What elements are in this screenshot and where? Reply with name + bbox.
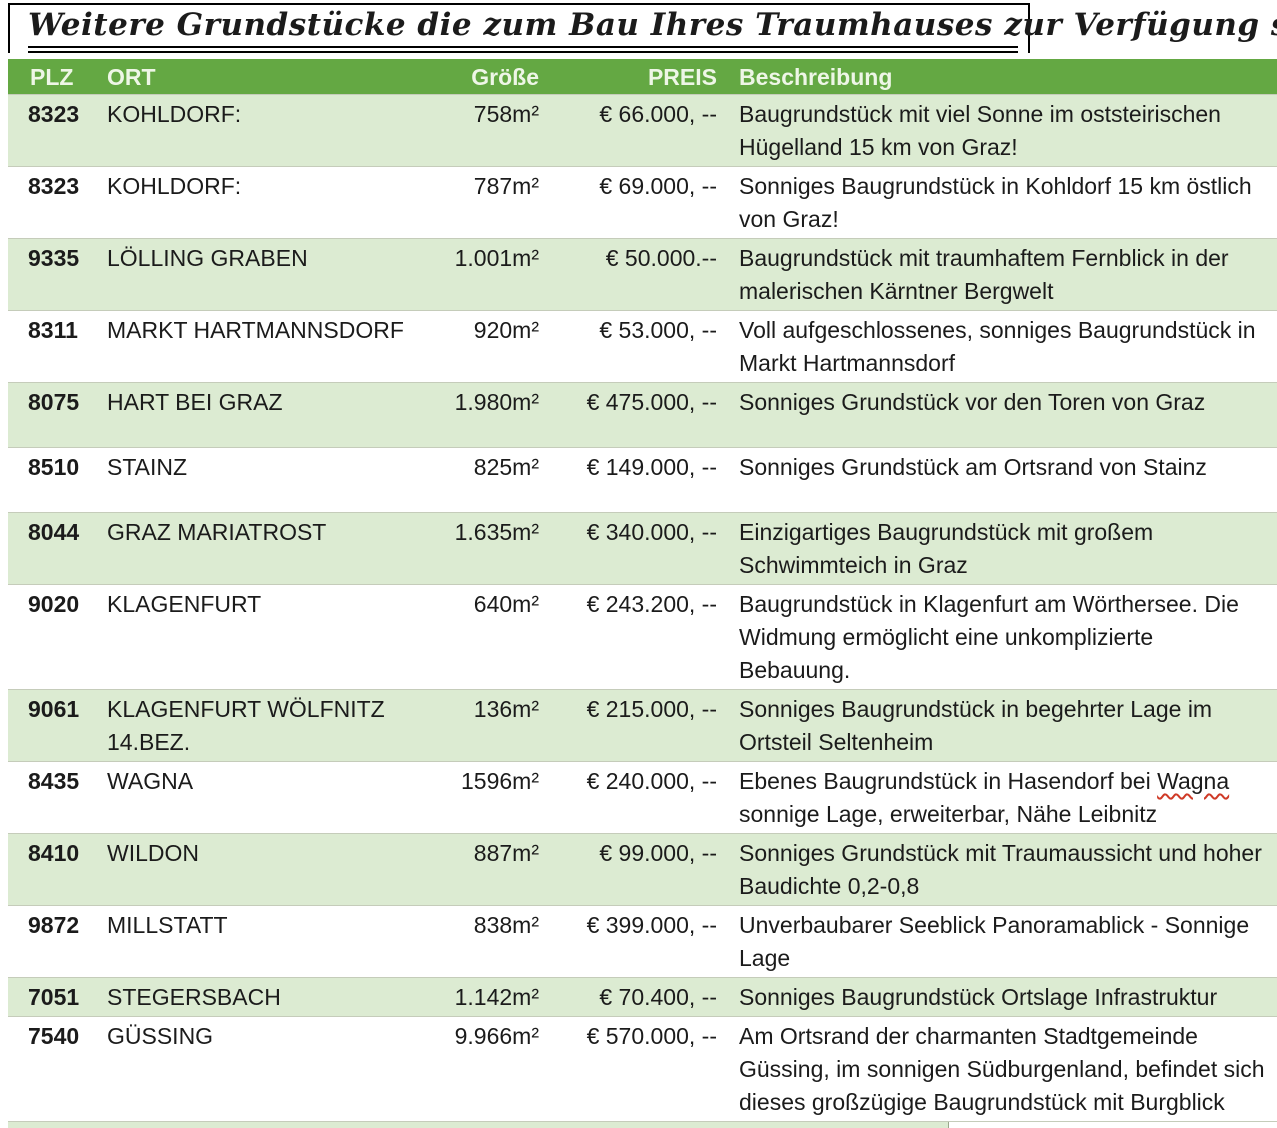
groesse-cell: 758m² bbox=[473, 101, 539, 127]
spellcheck-word: Wagna bbox=[1157, 768, 1230, 794]
plz-cell: 8311 bbox=[28, 317, 78, 343]
ort-cell: KOHLDORF: bbox=[107, 173, 242, 199]
plz-cell: 7540 bbox=[28, 1023, 80, 1049]
ort-cell: MILLSTATT bbox=[107, 912, 228, 938]
column-header-beschreibung: Beschreibung bbox=[739, 63, 893, 90]
groesse-cell: 1596m² bbox=[461, 768, 539, 794]
groesse-cell: 9.966m² bbox=[454, 1023, 539, 1049]
plz-cell: 8510 bbox=[28, 454, 80, 480]
table-row: 8323 KOHLDORF: 787m² € 69.000, -- Sonnig… bbox=[8, 166, 1277, 238]
ort-cell: MARKT HARTMANNSDORF bbox=[107, 317, 404, 343]
plz-cell: 9061 bbox=[28, 696, 80, 722]
preis-cell: € 475.000, -- bbox=[586, 389, 717, 415]
plz-cell: 8410 bbox=[28, 840, 80, 866]
plz-cell: 7051 bbox=[28, 984, 80, 1010]
groesse-cell: 920m² bbox=[473, 317, 539, 343]
ort-cell: LÖLLING GRABEN bbox=[107, 245, 308, 271]
table-row: 8044 GRAZ MARIATROST 1.635m² € 340.000, … bbox=[8, 512, 1277, 584]
column-header-groesse: Größe bbox=[471, 63, 539, 90]
ort-cell: STEGERSBACH bbox=[107, 984, 281, 1010]
preis-cell: € 243.200, -- bbox=[586, 591, 717, 617]
preis-cell: € 215.000, -- bbox=[586, 696, 717, 722]
plz-cell: 9872 bbox=[28, 912, 80, 938]
beschreibung-cell: Sonniges Baugrundstück in Kohldorf 15 km… bbox=[739, 173, 1252, 232]
preis-cell: € 149.000, -- bbox=[586, 454, 717, 480]
beschreibung-cell: Voll aufgeschlossenes, sonniges Baugrund… bbox=[739, 317, 1256, 376]
beschreibung-cell: Baugrundstück mit traumhaftem Fernblick … bbox=[739, 245, 1229, 304]
groesse-cell: 1.142m² bbox=[454, 984, 539, 1010]
groesse-cell: 787m² bbox=[473, 173, 539, 199]
table-row: 8323 KOHLDORF: 758m² € 66.000, -- Baugru… bbox=[8, 94, 1277, 166]
groesse-cell: 887m² bbox=[473, 840, 539, 866]
beschreibung-cell: Sonniges Grundstück mit Traumaussicht un… bbox=[739, 840, 1262, 899]
beschreibung-cell: Sonniges Baugrundstück in begehrter Lage… bbox=[739, 696, 1213, 755]
listings-table: PLZ ORT Größe PREIS Beschreibung 8323 KO… bbox=[8, 59, 1277, 1121]
preis-cell: € 69.000, -- bbox=[599, 173, 717, 199]
page-title: Weitere Grundstücke die zum Bau Ihres Tr… bbox=[28, 7, 1277, 53]
preis-cell: € 53.000, -- bbox=[599, 317, 717, 343]
ort-cell: KLAGENFURT WÖLFNITZ 14.BEZ. bbox=[107, 696, 385, 755]
ort-cell: HART BEI GRAZ bbox=[107, 389, 283, 415]
table-row: 7051 STEGERSBACH 1.142m² € 70.400, -- So… bbox=[8, 977, 1277, 1016]
preis-cell: € 240.000, -- bbox=[586, 768, 717, 794]
groesse-cell: 640m² bbox=[473, 591, 539, 617]
beschreibung-cell: Ebenes Baugrundstück in Hasendorf bei Wa… bbox=[739, 768, 1230, 827]
groesse-cell: 1.635m² bbox=[454, 519, 539, 545]
groesse-cell: 1.001m² bbox=[454, 245, 539, 271]
column-header-ort: ORT bbox=[107, 63, 156, 90]
ort-cell: GRAZ MARIATROST bbox=[107, 519, 327, 545]
table-row: 9020 KLAGENFURT 640m² € 243.200, -- Baug… bbox=[8, 584, 1277, 689]
ort-cell: KLAGENFURT bbox=[107, 591, 262, 617]
plz-cell: 9335 bbox=[28, 245, 80, 271]
beschreibung-cell: Baugrundstück in Klagenfurt am Wörtherse… bbox=[739, 591, 1239, 683]
ort-cell: GÜSSING bbox=[107, 1023, 214, 1049]
table-row: 8435 WAGNA 1596m² € 240.000, -- Ebenes B… bbox=[8, 761, 1277, 833]
plz-cell: 8323 bbox=[28, 101, 80, 127]
ort-cell: WILDON bbox=[107, 840, 199, 866]
groesse-cell: 1.980m² bbox=[454, 389, 539, 415]
beschreibung-cell: Am Ortsrand der charmanten Stadtgemeinde… bbox=[739, 1023, 1265, 1115]
table-row: 8311 MARKT HARTMANNSDORF 920m² € 53.000,… bbox=[8, 310, 1277, 382]
beschreibung-cell: Sonniges Grundstück vor den Toren von Gr… bbox=[739, 389, 1206, 415]
column-header-preis: PREIS bbox=[647, 63, 717, 90]
table-row: 9335 LÖLLING GRABEN 1.001m² € 50.000.-- … bbox=[8, 238, 1277, 310]
preis-cell: € 99.000, -- bbox=[599, 840, 717, 866]
preis-cell: € 570.000, -- bbox=[586, 1023, 717, 1049]
beschreibung-cell: Einzigartiges Baugrundstück mit großem S… bbox=[739, 519, 1154, 578]
ort-cell: KOHLDORF: bbox=[107, 101, 242, 127]
plz-cell: 8323 bbox=[28, 173, 80, 199]
preis-cell: € 399.000, -- bbox=[586, 912, 717, 938]
preis-cell: € 70.400, -- bbox=[599, 984, 717, 1010]
page-title-box: Weitere Grundstücke die zum Bau Ihres Tr… bbox=[8, 3, 1277, 53]
table-row: 8410 WILDON 887m² € 99.000, -- Sonniges … bbox=[8, 833, 1277, 905]
beschreibung-cell: Sonniges Baugrundstück Ortslage Infrastr… bbox=[739, 984, 1218, 1010]
table-body: 8323 KOHLDORF: 758m² € 66.000, -- Baugru… bbox=[8, 94, 1277, 1121]
table-row: 8510 STAINZ 825m² € 149.000, -- Sonniges… bbox=[8, 447, 1277, 512]
table-row: 9872 MILLSTATT 838m² € 399.000, -- Unver… bbox=[8, 905, 1277, 977]
preis-cell: € 50.000.-- bbox=[605, 245, 717, 271]
plz-cell: 9020 bbox=[28, 591, 80, 617]
beschreibung-cell: Baugrundstück mit viel Sonne im oststeir… bbox=[739, 101, 1221, 160]
plz-cell: 8075 bbox=[28, 389, 80, 415]
beschreibung-cell: Sonniges Grundstück am Ortsrand von Stai… bbox=[739, 454, 1207, 480]
preis-cell: € 66.000, -- bbox=[599, 101, 717, 127]
preis-cell: € 340.000, -- bbox=[586, 519, 717, 545]
partial-next-row-fill bbox=[8, 1122, 949, 1128]
table-header-row: PLZ ORT Größe PREIS Beschreibung bbox=[8, 59, 1277, 94]
groesse-cell: 825m² bbox=[473, 454, 539, 480]
ort-cell: STAINZ bbox=[107, 454, 188, 480]
table-row: 8075 HART BEI GRAZ 1.980m² € 475.000, --… bbox=[8, 382, 1277, 447]
groesse-cell: 136m² bbox=[473, 696, 539, 722]
partial-next-row bbox=[8, 1121, 1277, 1128]
plz-cell: 8044 bbox=[28, 519, 80, 545]
groesse-cell: 838m² bbox=[473, 912, 539, 938]
beschreibung-cell: Unverbaubarer Seeblick Panoramablick - S… bbox=[739, 912, 1250, 971]
ort-cell: WAGNA bbox=[107, 768, 194, 794]
table-row: 7540 GÜSSING 9.966m² € 570.000, -- Am Or… bbox=[8, 1016, 1277, 1121]
column-header-plz: PLZ bbox=[30, 63, 74, 90]
plz-cell: 8435 bbox=[28, 768, 80, 794]
table-row: 9061 KLAGENFURT WÖLFNITZ 14.BEZ. 136m² €… bbox=[8, 689, 1277, 761]
